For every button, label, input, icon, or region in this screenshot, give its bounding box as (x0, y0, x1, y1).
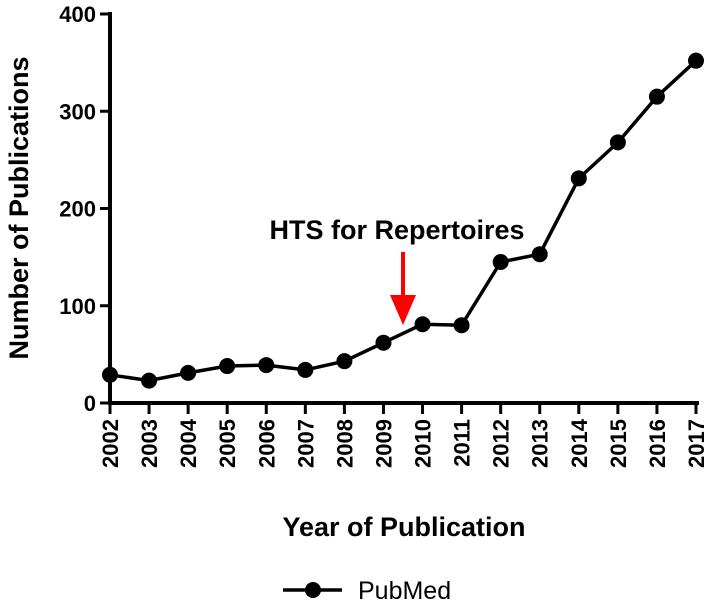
data-point-2015 (609, 134, 626, 151)
x-tick-label-2005: 2005 (215, 419, 240, 468)
series-points (102, 52, 704, 389)
x-tick-label-2011: 2011 (450, 419, 475, 467)
y-tick-label-0: 0 (84, 391, 96, 416)
data-point-2017 (688, 52, 704, 69)
y-tick-label-100: 100 (59, 294, 96, 319)
x-tick-label-2007: 2007 (293, 419, 318, 468)
data-point-2011 (453, 317, 470, 334)
x-tick-labels: 2002 2003 2004 2005 2006 2007 2008 2009 2010 2011… (98, 418, 709, 468)
x-tick-label-2017: 2017 (684, 419, 709, 468)
data-point-2016 (648, 88, 665, 105)
legend-label-pubmed: PubMed (358, 577, 451, 605)
series-line-pubmed (109, 59, 698, 383)
x-tick-label-2004: 2004 (176, 418, 201, 468)
x-tick-label-2003: 2003 (137, 419, 162, 468)
y-tick-labels: 0 100 200 300 400 (59, 2, 96, 416)
data-point-2008 (336, 353, 353, 370)
y-tick-label-300: 300 (59, 99, 96, 124)
legend: PubMed (283, 577, 451, 605)
x-tick-label-2015: 2015 (606, 419, 631, 468)
y-tick-label-200: 200 (59, 197, 96, 222)
data-point-2009 (375, 334, 392, 351)
x-tick-label-2002: 2002 (98, 419, 123, 468)
annotation-text: HTS for Repertoires (269, 215, 524, 245)
data-point-2002 (102, 366, 118, 383)
x-tick-label-2009: 2009 (371, 419, 396, 468)
data-point-2004 (180, 364, 197, 381)
x-tick-label-2014: 2014 (567, 418, 592, 468)
x-tick-label-2012: 2012 (489, 419, 514, 468)
x-tick-label-2008: 2008 (332, 419, 357, 468)
x-tick-label-2010: 2010 (411, 419, 436, 468)
annotation: HTS for Repertoires (269, 215, 525, 325)
data-point-2010 (414, 316, 431, 333)
y-axis-title: Number of Publications (4, 56, 34, 359)
data-point-2013 (531, 246, 548, 263)
data-point-2007 (297, 361, 314, 378)
x-axis-title: Year of Publication (282, 512, 525, 542)
data-point-2014 (570, 170, 587, 187)
data-point-2006 (258, 357, 275, 374)
x-tick-label-2016: 2016 (645, 419, 670, 468)
x-tick-label-2013: 2013 (528, 419, 553, 468)
annotation-arrow-head (390, 295, 416, 325)
data-point-2003 (141, 372, 158, 389)
x-tick-label-2006: 2006 (254, 419, 279, 468)
axis-ticks (100, 12, 698, 414)
legend-marker-pubmed (305, 582, 321, 598)
data-point-2005 (219, 358, 236, 375)
data-point-2012 (492, 253, 509, 270)
y-tick-label-400: 400 (59, 2, 96, 27)
